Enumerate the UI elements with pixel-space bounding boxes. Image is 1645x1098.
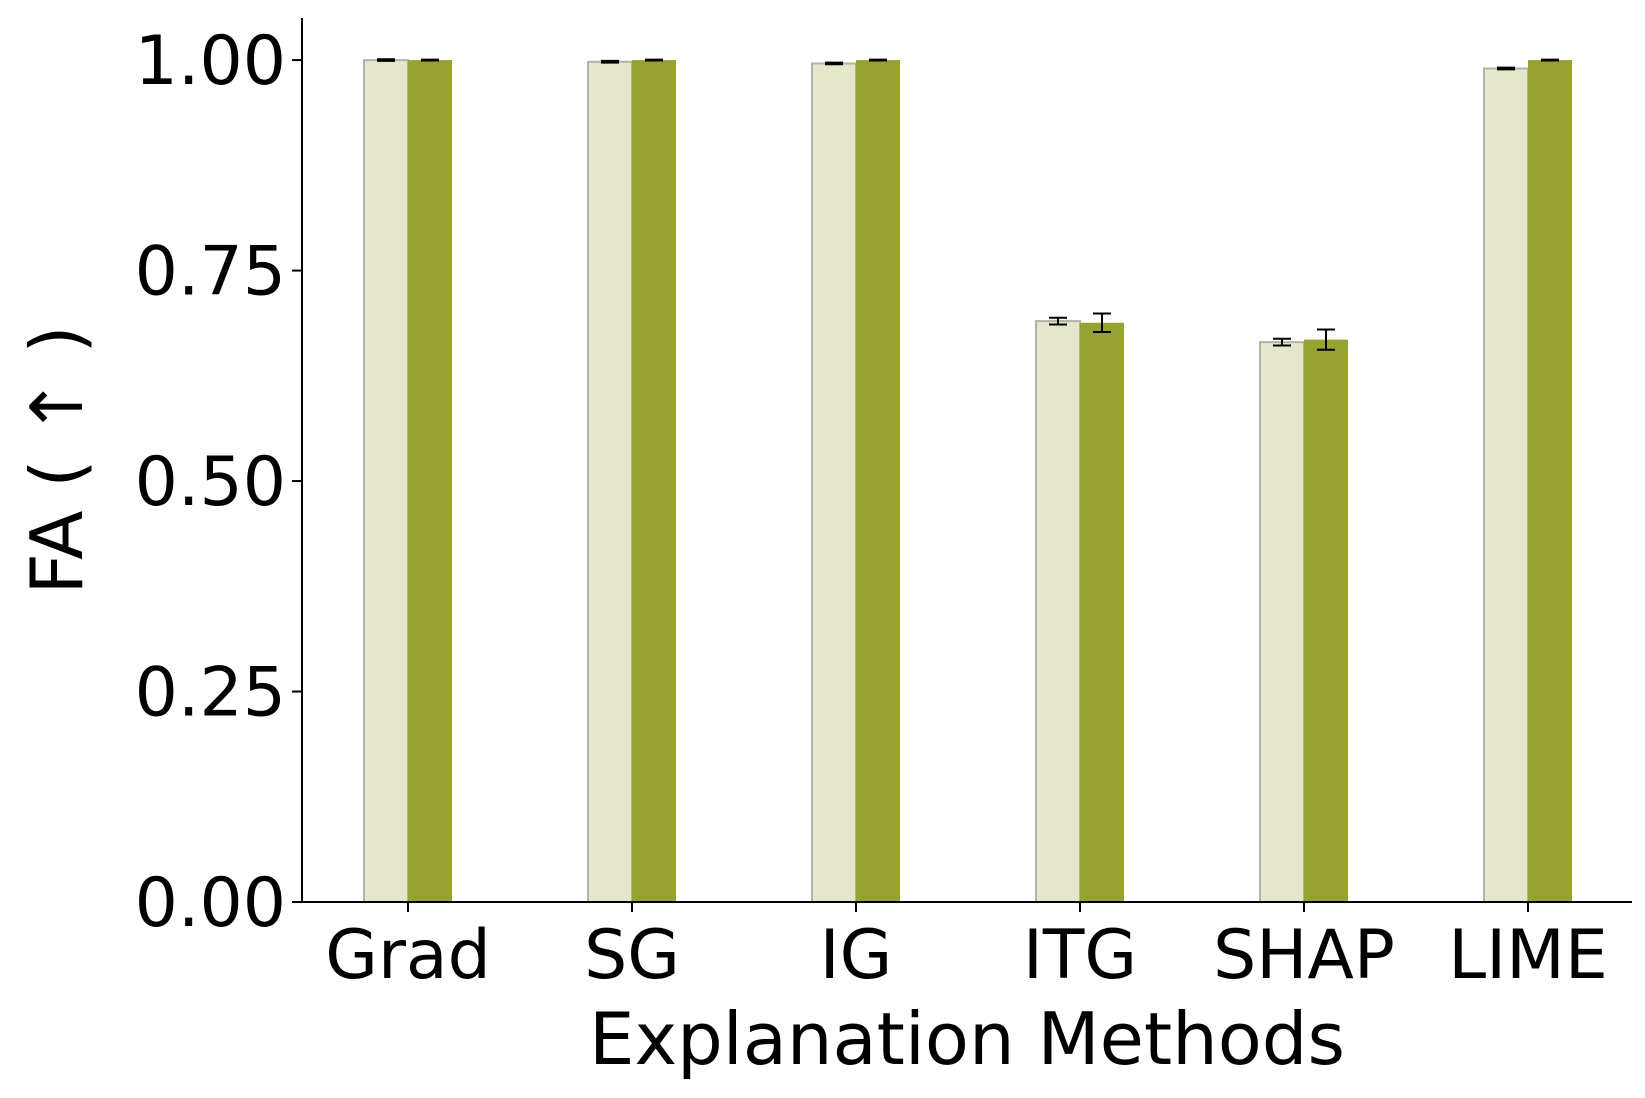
x-tick-label-shap: SHAP — [1213, 916, 1395, 995]
x-tick-label-sg: SG — [584, 916, 680, 995]
error-bar-series-1-sg — [601, 59, 619, 64]
x-tick-label-lime: LIME — [1448, 916, 1608, 995]
bar-series-2-sg — [632, 60, 676, 903]
x-tick-label-ig: IG — [820, 916, 893, 995]
x-tick-label-itg: ITG — [1023, 916, 1137, 995]
error-bar-series-2-sg — [645, 58, 663, 62]
bar-series-1-sg — [587, 60, 633, 903]
bar-series-1-lime — [1483, 67, 1529, 903]
bar-series-2-shap — [1304, 339, 1348, 902]
y-ticks-group: 0.00 0.25 0.50 0.75 1.00 — [135, 22, 302, 943]
y-tick-label: 0.50 — [135, 443, 286, 522]
y-axis-label: FA ( ↑ ) — [15, 325, 99, 594]
error-bar-series-1-shap — [1273, 337, 1291, 347]
y-tick-label: 1.00 — [135, 22, 286, 101]
bar-series-2-lime — [1528, 60, 1572, 903]
bar-series-1-itg — [1035, 320, 1081, 904]
x-ticks-group: Grad SG IG ITG SHAP LIME — [325, 902, 1608, 995]
error-bar-series-2-itg — [1093, 312, 1111, 334]
error-bar-series-2-ig — [869, 58, 887, 62]
y-tick-label: 0.00 — [135, 864, 286, 943]
y-tick-label: 0.75 — [135, 233, 286, 312]
error-bar-series-1-grad — [377, 58, 395, 62]
error-bars-group — [377, 58, 1559, 351]
bar-series-1-ig — [811, 62, 857, 904]
error-bar-series-2-grad — [421, 58, 439, 62]
error-bar-series-2-shap — [1317, 328, 1335, 351]
bar-series-2-ig — [856, 60, 900, 903]
bar-series-2-grad — [408, 60, 452, 903]
error-bar-series-1-itg — [1049, 316, 1067, 326]
bar-series-2-itg — [1080, 322, 1124, 902]
bar-series-1-grad — [363, 59, 409, 904]
y-tick-label: 0.25 — [135, 654, 286, 733]
error-bar-series-2-lime — [1541, 58, 1559, 62]
bar-series-1-shap — [1259, 341, 1305, 903]
error-bar-series-1-ig — [825, 61, 843, 66]
bars-group — [363, 59, 1572, 904]
x-tick-label-grad: Grad — [325, 916, 490, 995]
x-axis-label: Explanation Methods — [589, 997, 1345, 1081]
error-bar-series-1-lime — [1497, 66, 1515, 71]
